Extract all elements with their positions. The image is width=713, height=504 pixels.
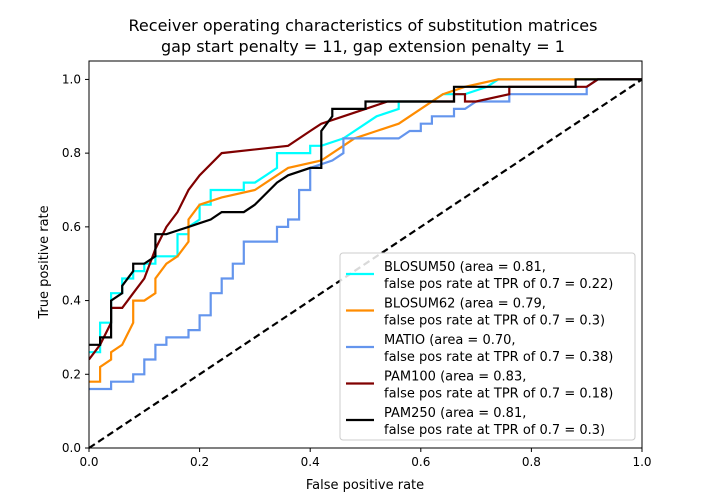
x-tick-label: 1.0 bbox=[632, 455, 651, 469]
plot-area bbox=[88, 78, 643, 449]
legend-entry-blosum62: BLOSUM62 (area = 0.79, false pos rate at … bbox=[346, 297, 605, 329]
x-tick-label: 0.0 bbox=[79, 455, 98, 469]
y-tick-label: 0.6 bbox=[62, 220, 81, 234]
chart-title: Receiver operating characteristics of su… bbox=[129, 16, 598, 35]
x-tick-label: 0.4 bbox=[301, 455, 320, 469]
y-tick-label: 1.0 bbox=[62, 72, 81, 86]
x-axis: 0.0 0.2 0.4 0.6 0.8 1.0 bbox=[79, 448, 652, 469]
legend-label-detail: false pos rate at TPR of 0.7 = 0.3) bbox=[384, 423, 605, 438]
legend-label: MATIO (area = 0.70, bbox=[384, 333, 516, 348]
legend-label: PAM250 (area = 0.81, bbox=[384, 406, 526, 421]
series-line-blosum62 bbox=[89, 78, 642, 383]
y-tick-label: 0.8 bbox=[62, 146, 81, 160]
y-axis-label: True positive rate bbox=[37, 205, 52, 319]
legend-label-detail: false pos rate at TPR of 0.7 = 0.22) bbox=[384, 277, 613, 292]
x-axis-label: False positive rate bbox=[306, 478, 424, 493]
legend-label: BLOSUM50 (area = 0.81, bbox=[384, 260, 546, 275]
legend-label: BLOSUM62 (area = 0.79, bbox=[384, 297, 546, 312]
legend-label-detail: false pos rate at TPR of 0.7 = 0.38) bbox=[384, 350, 613, 365]
legend-label-detail: false pos rate at TPR of 0.7 = 0.18) bbox=[384, 387, 613, 402]
series-line-blosum50 bbox=[89, 78, 642, 354]
y-tick-label: 0.2 bbox=[62, 367, 81, 381]
legend-label: PAM100 (area = 0.83, bbox=[384, 370, 526, 385]
series-line-matio bbox=[89, 78, 642, 391]
legend: BLOSUM50 (area = 0.81, false pos rate at … bbox=[339, 252, 636, 441]
legend-entry-pam250: PAM250 (area = 0.81, false pos rate at TP… bbox=[346, 406, 605, 438]
legend-entry-blosum50: BLOSUM50 (area = 0.81, false pos rate at … bbox=[346, 260, 613, 292]
x-tick-label: 0.8 bbox=[522, 455, 541, 469]
series-line-pam250 bbox=[89, 78, 642, 346]
y-axis: 0.0 0.2 0.4 0.6 0.8 1.0 bbox=[62, 72, 89, 455]
y-tick-label: 0.4 bbox=[62, 294, 81, 308]
x-tick-label: 0.6 bbox=[411, 455, 430, 469]
axes-frame bbox=[88, 60, 643, 449]
legend-label-detail: false pos rate at TPR of 0.7 = 0.3) bbox=[384, 314, 605, 329]
legend-entry-pam100: PAM100 (area = 0.83, false pos rate at TP… bbox=[346, 370, 613, 402]
chart-subtitle: gap start penalty = 11, gap extension pe… bbox=[161, 37, 565, 56]
legend-entry-matio: MATIO (area = 0.70, false pos rate at TPR… bbox=[346, 333, 613, 365]
series-line-pam100 bbox=[89, 78, 642, 361]
legend-box bbox=[339, 252, 636, 441]
y-tick-label: 0.0 bbox=[62, 441, 81, 455]
x-tick-label: 0.2 bbox=[190, 455, 209, 469]
